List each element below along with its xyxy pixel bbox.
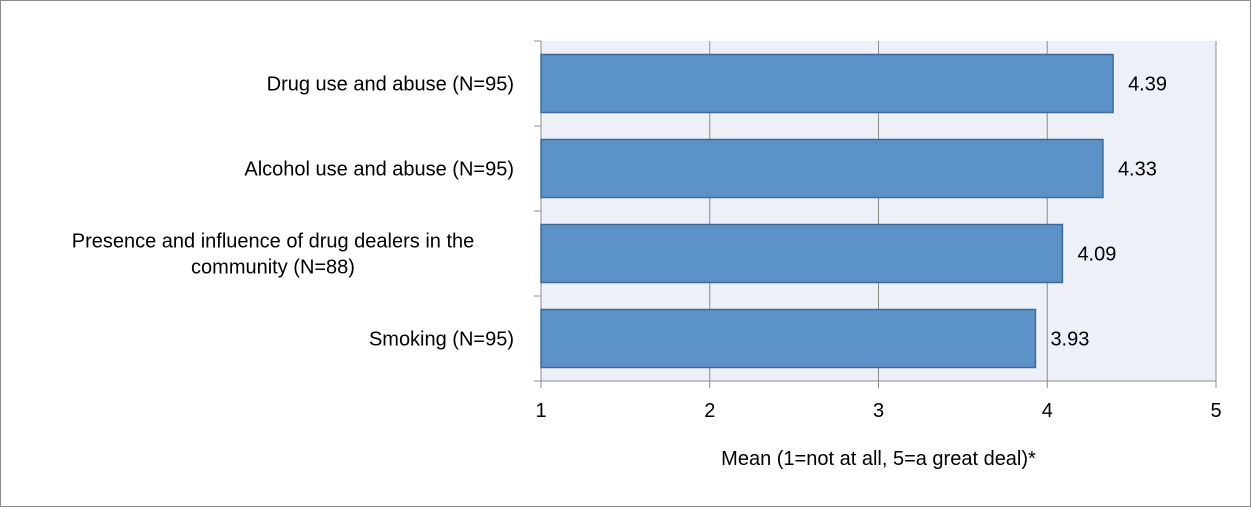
category-label-line: Alcohol use and abuse (N=95) <box>244 159 514 181</box>
labels: 1 2 3 4 5 4.39 Drug use and abuse (N=95) 4.33 Al… <box>72 74 1222 423</box>
category-label: Drug use and abuse (N=95) <box>267 74 514 96</box>
category-label-line: Presence and influence of drug dealers i… <box>72 231 475 253</box>
bar <box>540 53 1114 114</box>
category-label: Presence and influence of drug dealers i… <box>72 231 475 279</box>
data-label: 4.33 <box>1118 159 1157 181</box>
data-label: 3.93 <box>1050 329 1089 351</box>
category-label-line: community (N=88) <box>191 257 355 279</box>
x-tick-label: 3 <box>873 400 884 422</box>
x-tick-label: 4 <box>1042 400 1053 422</box>
bar <box>540 138 1104 199</box>
bar <box>540 308 1037 369</box>
category-label: Alcohol use and abuse (N=95) <box>244 159 514 181</box>
bar <box>540 223 1064 284</box>
data-label: 4.09 <box>1077 244 1116 266</box>
x-axis-title: Mean (1=not at all, 5=a great deal)* <box>721 448 1036 470</box>
x-tick-label: 5 <box>1210 400 1221 422</box>
bars <box>540 53 1114 369</box>
x-tick-label: 2 <box>704 400 715 422</box>
category-label-line: Drug use and abuse (N=95) <box>267 74 514 96</box>
data-label: 4.39 <box>1128 74 1167 96</box>
category-label: Smoking (N=95) <box>369 329 514 351</box>
category-label-line: Smoking (N=95) <box>369 329 514 351</box>
x-tick-label: 1 <box>535 400 546 422</box>
